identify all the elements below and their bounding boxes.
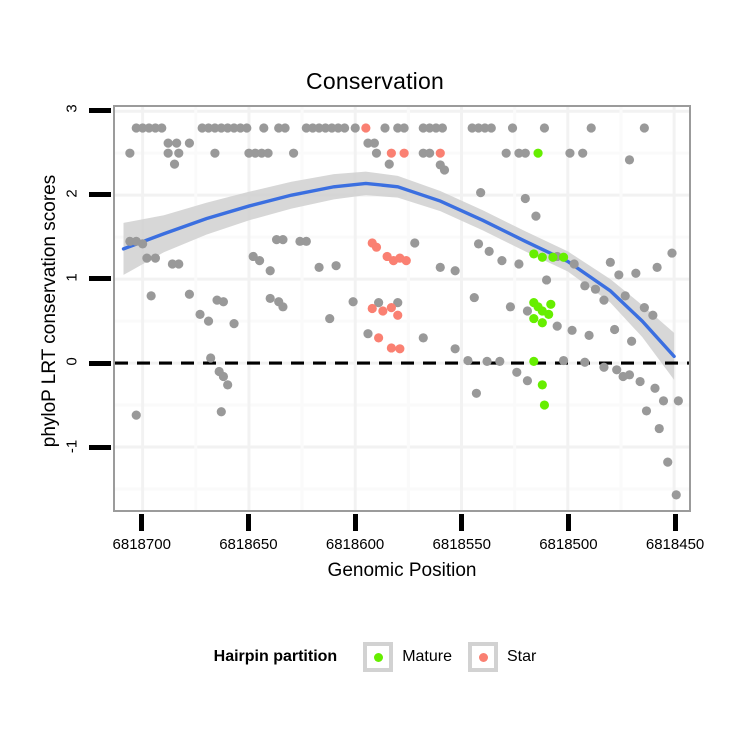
- y-axis-tick: [89, 276, 111, 282]
- x-axis-tick-label: 6818650: [219, 536, 278, 553]
- plot-panel: [113, 105, 691, 512]
- legend-key-mature: [363, 642, 394, 672]
- legend-item-mature[interactable]: Mature: [363, 642, 452, 672]
- y-axis-tick: [89, 107, 111, 113]
- x-axis-label: Genomic Position: [327, 560, 477, 581]
- x-axis-tick: [565, 514, 571, 531]
- x-axis-tick-label: 6818600: [325, 536, 385, 553]
- legend-title: Hairpin partition: [213, 648, 338, 665]
- y-axis-tick-label: 0: [63, 357, 81, 367]
- y-axis-tick: [89, 360, 111, 366]
- y-axis-label: phyloP LRT conservation scores: [39, 174, 60, 448]
- x-axis-tick-label: 6818700: [112, 536, 171, 553]
- legend-label-star: Star: [507, 648, 537, 665]
- x-axis-tick: [352, 514, 358, 531]
- x-axis-tick: [139, 514, 145, 531]
- y-axis-tick: [89, 192, 111, 198]
- legend-item-star[interactable]: Star: [468, 642, 536, 672]
- legend-label-mature: Mature: [402, 648, 452, 665]
- x-axis-tick: [459, 514, 465, 531]
- y-axis-tick-label: 1: [63, 273, 81, 282]
- y-axis-tick-label: 2: [63, 188, 81, 198]
- x-axis-tick-label: 6818550: [432, 536, 491, 553]
- x-axis-tick: [672, 514, 678, 531]
- x-axis-tick-label: 6818450: [645, 536, 705, 553]
- x-axis-tick: [245, 514, 251, 531]
- y-axis-tick-label: -1: [63, 439, 81, 453]
- x-axis-tick-label: 6818500: [539, 536, 598, 553]
- legend-key-star: [468, 642, 498, 672]
- y-axis-tick: [89, 445, 111, 451]
- y-axis-tick-label: 3: [63, 104, 81, 113]
- chart-legend: Hairpin partition Mature Star: [0, 642, 750, 672]
- star-dot-icon: [478, 652, 488, 662]
- chart-title: Conservation: [306, 68, 444, 94]
- plot-svg: [115, 107, 689, 510]
- mature-dot-icon: [373, 652, 383, 662]
